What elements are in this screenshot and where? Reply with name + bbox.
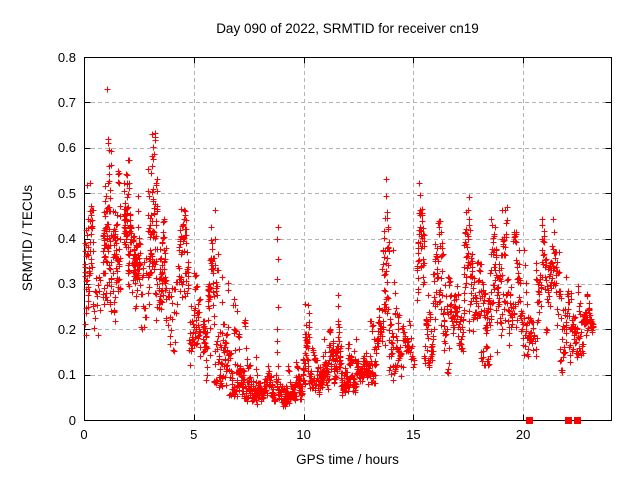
x-tick-label: 10 <box>296 427 311 442</box>
chart-title: Day 090 of 2022, SRMTID for receiver cn1… <box>216 21 479 36</box>
x-tick-label: 15 <box>406 427 421 442</box>
y-tick-label: 0.6 <box>57 140 76 156</box>
y-tick-label: 0.5 <box>57 185 76 201</box>
x-tick-label: 5 <box>190 427 198 442</box>
y-tick-label: 0.3 <box>57 276 76 292</box>
y-tick-label: 0.4 <box>57 231 76 246</box>
x-axis-label: GPS time / hours <box>296 452 399 467</box>
y-tick-label: 0.7 <box>57 94 76 110</box>
x-tick-label: 20 <box>515 427 531 442</box>
y-tick-label: 0.2 <box>57 321 76 337</box>
y-tick-label: 0.1 <box>57 367 76 383</box>
y-tick-label: 0.8 <box>57 49 76 65</box>
y-tick-label: 0 <box>68 412 76 428</box>
x-tick-label: 0 <box>80 427 88 442</box>
